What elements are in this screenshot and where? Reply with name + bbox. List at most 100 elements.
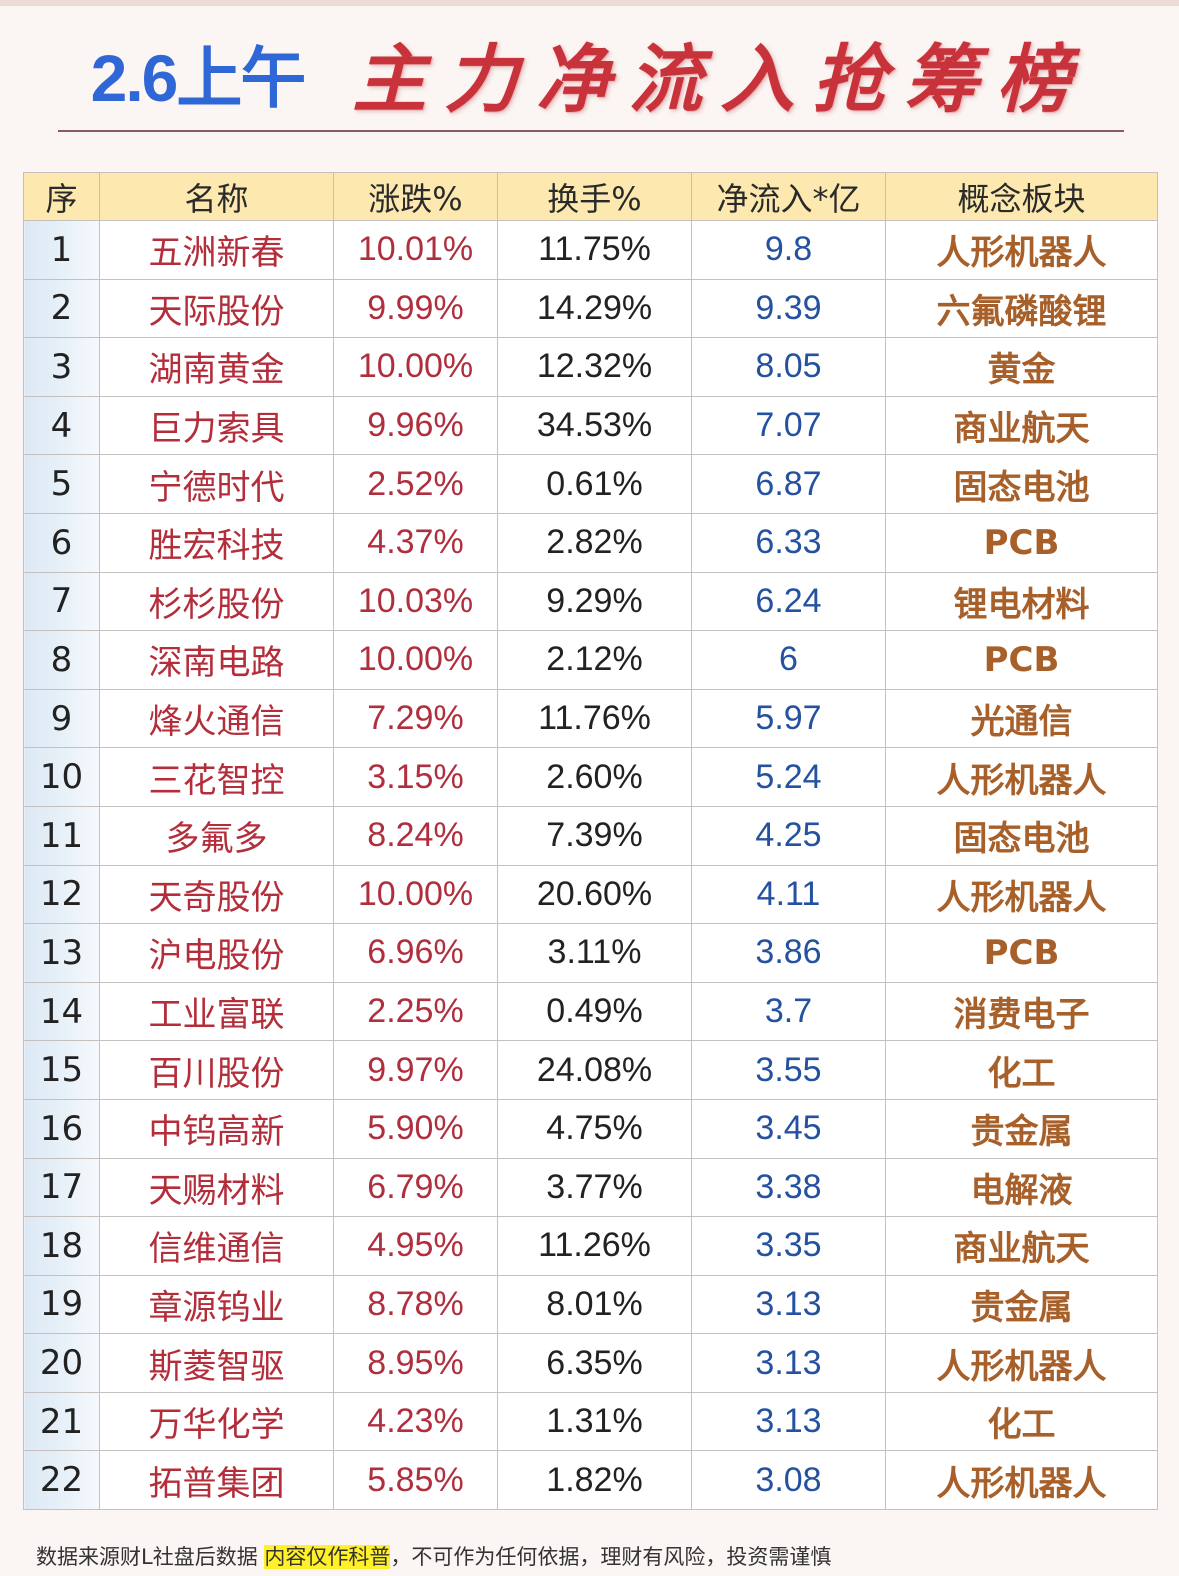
concept-sector: PCB (885, 630, 1158, 690)
table-row: 19 章源钨业 8.78% 8.01% 3.13 贵金属 (23, 1274, 1158, 1335)
stock-name: 三花智控 (99, 747, 334, 807)
net-inflow: 4.11 (691, 864, 886, 925)
net-inflow: 3.35 (691, 1216, 886, 1276)
page-title: 2.6上午 主力净流入抢筹榜 (0, 18, 1179, 128)
table-row: 1 五洲新春 10.01% 11.75% 9.8 人形机器人 (23, 220, 1158, 280)
top-strip (0, 0, 1179, 6)
row-number: 10 (23, 747, 100, 807)
row-number: 5 (23, 454, 100, 514)
turnover-rate: 2.82% (497, 512, 692, 573)
price-change: 8.78% (333, 1274, 498, 1335)
turnover-rate: 20.60% (497, 864, 692, 925)
stock-name: 百川股份 (99, 1040, 334, 1100)
table-body: 1 五洲新春 10.01% 11.75% 9.8 人形机器人 2 天际股份 9.99% 14.29… (23, 220, 1158, 1511)
row-number: 20 (23, 1333, 100, 1393)
header-inflow: 净流入*亿 (691, 172, 886, 221)
row-number: 15 (23, 1040, 100, 1100)
price-change: 10.03% (333, 571, 498, 632)
stock-name: 章源钨业 (99, 1274, 334, 1335)
price-change: 9.96% (333, 395, 498, 456)
row-number: 7 (23, 571, 100, 632)
table-row: 7 杉杉股份 10.03% 9.29% 6.24 锂电材料 (23, 571, 1158, 632)
concept-sector: 电解液 (885, 1157, 1158, 1218)
stock-name: 信维通信 (99, 1216, 334, 1276)
table-row: 8 深南电路 10.00% 2.12% 6 PCB (23, 630, 1158, 690)
turnover-rate: 0.49% (497, 981, 692, 1042)
table-row: 15 百川股份 9.97% 24.08% 3.55 化工 (23, 1040, 1158, 1100)
concept-sector: 人形机器人 (885, 1450, 1158, 1511)
table-row: 12 天奇股份 10.00% 20.60% 4.11 人形机器人 (23, 864, 1158, 925)
row-number: 1 (23, 220, 100, 280)
turnover-rate: 34.53% (497, 395, 692, 456)
concept-sector: 固态电池 (885, 805, 1158, 866)
net-inflow: 8.05 (691, 337, 886, 397)
concept-sector: 固态电池 (885, 454, 1158, 514)
net-inflow: 7.07 (691, 395, 886, 456)
turnover-rate: 12.32% (497, 337, 692, 397)
stock-name: 沪电股份 (99, 923, 334, 983)
row-number: 17 (23, 1157, 100, 1218)
concept-sector: 锂电材料 (885, 571, 1158, 632)
row-number: 13 (23, 923, 100, 983)
concept-sector: 人形机器人 (885, 220, 1158, 280)
header-concept: 概念板块 (885, 172, 1158, 221)
concept-sector: PCB (885, 512, 1158, 573)
net-inflow: 6.33 (691, 512, 886, 573)
stock-name: 宁德时代 (99, 454, 334, 514)
row-number: 14 (23, 981, 100, 1042)
row-number: 4 (23, 395, 100, 456)
net-inflow: 3.55 (691, 1040, 886, 1100)
stock-name: 中钨高新 (99, 1098, 334, 1159)
stock-name: 巨力索具 (99, 395, 334, 456)
price-change: 7.29% (333, 688, 498, 749)
table-row: 14 工业富联 2.25% 0.49% 3.7 消费电子 (23, 981, 1158, 1042)
turnover-rate: 11.76% (497, 688, 692, 749)
row-number: 8 (23, 630, 100, 690)
row-number: 22 (23, 1450, 100, 1511)
stock-name: 烽火通信 (99, 688, 334, 749)
row-number: 16 (23, 1098, 100, 1159)
stock-name: 深南电路 (99, 630, 334, 690)
table-row: 4 巨力索具 9.96% 34.53% 7.07 商业航天 (23, 395, 1158, 456)
price-change: 10.00% (333, 630, 498, 690)
row-number: 21 (23, 1391, 100, 1452)
net-inflow: 6.87 (691, 454, 886, 514)
turnover-rate: 3.77% (497, 1157, 692, 1218)
concept-sector: 化工 (885, 1391, 1158, 1452)
turnover-rate: 14.29% (497, 278, 692, 339)
price-change: 10.00% (333, 864, 498, 925)
header-name: 名称 (99, 172, 334, 221)
table-row: 13 沪电股份 6.96% 3.11% 3.86 PCB (23, 923, 1158, 983)
stock-name: 拓普集团 (99, 1450, 334, 1511)
concept-sector: 人形机器人 (885, 864, 1158, 925)
turnover-rate: 2.12% (497, 630, 692, 690)
table-row: 18 信维通信 4.95% 11.26% 3.35 商业航天 (23, 1216, 1158, 1276)
net-inflow: 3.45 (691, 1098, 886, 1159)
net-inflow: 5.24 (691, 747, 886, 807)
row-number: 2 (23, 278, 100, 339)
turnover-rate: 24.08% (497, 1040, 692, 1100)
row-number: 9 (23, 688, 100, 749)
title-main: 主力净流入抢筹榜 (352, 36, 1089, 123)
price-change: 4.23% (333, 1391, 498, 1452)
concept-sector: 人形机器人 (885, 1333, 1158, 1393)
turnover-rate: 9.29% (497, 571, 692, 632)
table-row: 3 湖南黄金 10.00% 12.32% 8.05 黄金 (23, 337, 1158, 397)
concept-sector: 黄金 (885, 337, 1158, 397)
price-change: 2.25% (333, 981, 498, 1042)
price-change: 10.00% (333, 337, 498, 397)
table-header-row: 序 名称 涨跌% 换手% 净流入*亿 概念板块 (23, 172, 1158, 221)
footer-disclaimer: 数据来源财L社盘后数据 内容仅作科普，不可作为任何依据，理财有风险，投资需谨慎 (36, 1542, 1166, 1576)
price-change: 9.99% (333, 278, 498, 339)
turnover-rate: 11.75% (497, 220, 692, 280)
header-no: 序 (23, 172, 100, 221)
row-number: 3 (23, 337, 100, 397)
row-number: 19 (23, 1274, 100, 1335)
stock-name: 湖南黄金 (99, 337, 334, 397)
stock-name: 斯菱智驱 (99, 1333, 334, 1393)
net-inflow: 3.08 (691, 1450, 886, 1511)
net-inflow: 3.7 (691, 981, 886, 1042)
concept-sector: 人形机器人 (885, 747, 1158, 807)
price-change: 3.15% (333, 747, 498, 807)
net-inflow: 9.39 (691, 278, 886, 339)
